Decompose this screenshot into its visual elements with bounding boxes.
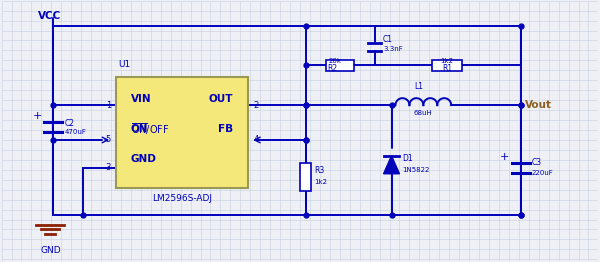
Text: 68uH: 68uH [414, 110, 433, 116]
Bar [301, 163, 311, 191]
Text: 220uF: 220uF [532, 170, 554, 176]
Text: 1k2: 1k2 [314, 179, 328, 185]
Text: R3: R3 [314, 166, 325, 175]
Text: R1: R1 [442, 64, 452, 73]
Text: OUT: OUT [209, 94, 233, 104]
Text: 1k2: 1k2 [441, 58, 454, 64]
Text: LM2596S-ADJ: LM2596S-ADJ [152, 194, 212, 203]
Text: 3.3nF: 3.3nF [383, 46, 403, 52]
Text: GND: GND [131, 154, 157, 164]
Text: C1: C1 [383, 35, 393, 44]
Text: C2: C2 [64, 118, 74, 128]
Text: $\overline{\rm ON}$/OFF: $\overline{\rm ON}$/OFF [131, 121, 169, 137]
Bar [432, 60, 462, 71]
Text: ON: ON [131, 124, 148, 134]
Text: 4: 4 [253, 135, 259, 144]
Text: 5: 5 [106, 135, 111, 144]
Bar [326, 60, 354, 71]
Text: Vout: Vout [525, 100, 552, 110]
Text: 2: 2 [253, 101, 259, 110]
Text: +: + [33, 111, 43, 121]
Text: FB: FB [218, 124, 233, 134]
Text: L1: L1 [414, 82, 423, 91]
Text: GND: GND [40, 246, 61, 255]
Text: VIN: VIN [131, 94, 152, 104]
Text: 1N5822: 1N5822 [403, 167, 430, 173]
Text: VCC: VCC [38, 10, 62, 21]
Text: 3: 3 [106, 163, 111, 172]
Text: 20k: 20k [328, 58, 341, 64]
Text: 1: 1 [106, 101, 111, 110]
Text: R2: R2 [327, 64, 337, 73]
Text: U1: U1 [118, 60, 130, 69]
Text: D1: D1 [403, 154, 413, 163]
Text: +: + [500, 152, 509, 162]
Text: C3: C3 [532, 158, 542, 167]
Polygon shape [383, 156, 400, 174]
Text: 470uF: 470uF [64, 129, 86, 135]
FancyBboxPatch shape [116, 77, 248, 188]
